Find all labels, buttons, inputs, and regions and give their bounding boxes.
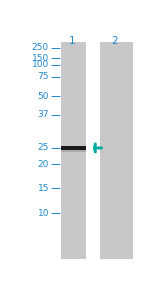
Text: 15: 15	[38, 184, 49, 193]
Text: 25: 25	[38, 144, 49, 152]
Bar	[61, 42, 86, 258]
Text: 20: 20	[38, 160, 49, 169]
Text: 250: 250	[32, 43, 49, 52]
Text: 75: 75	[38, 72, 49, 81]
Text: 1: 1	[69, 36, 76, 46]
Bar	[61, 150, 86, 152]
Text: 10: 10	[38, 209, 49, 218]
Text: 100: 100	[32, 60, 49, 69]
Text: 150: 150	[32, 54, 49, 63]
Text: 2: 2	[111, 36, 117, 46]
Text: 37: 37	[38, 110, 49, 119]
Bar	[61, 146, 86, 150]
Bar	[100, 42, 133, 258]
Text: 50: 50	[38, 92, 49, 100]
